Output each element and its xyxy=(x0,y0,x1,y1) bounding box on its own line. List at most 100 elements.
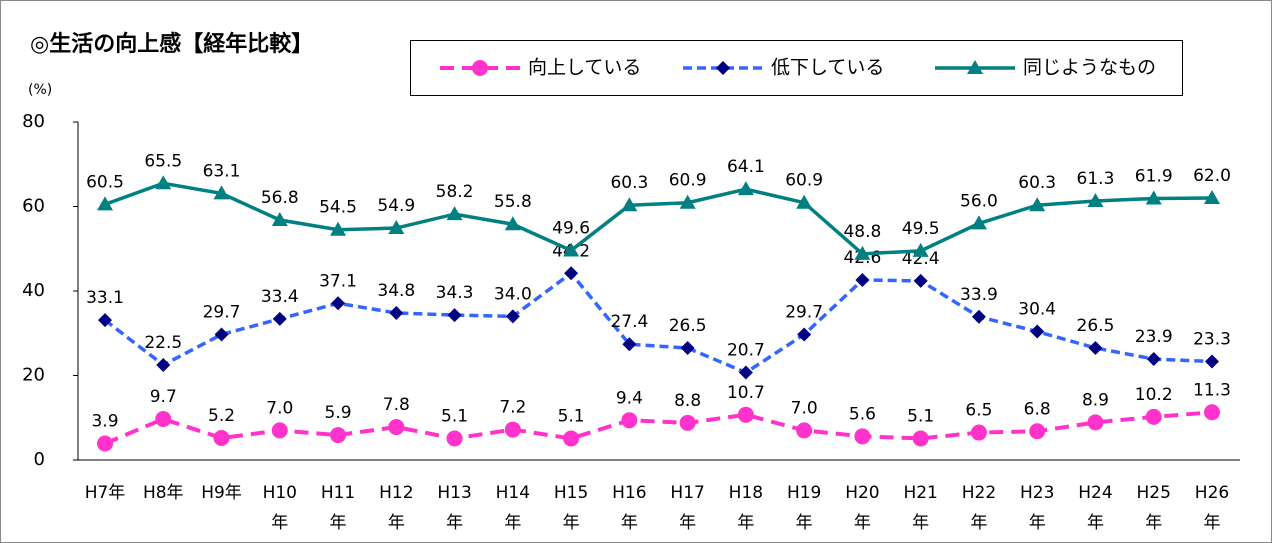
data-label: 9.4 xyxy=(616,388,643,408)
data-label: 54.9 xyxy=(377,196,415,216)
data-label: 58.2 xyxy=(436,182,474,202)
data-label: 56.0 xyxy=(960,191,998,211)
data-point xyxy=(1145,408,1162,425)
data-label: 49.5 xyxy=(902,219,940,239)
data-point xyxy=(155,175,172,190)
legend-marker xyxy=(472,60,488,76)
x-tick-label: H23年 xyxy=(1019,483,1055,533)
data-point xyxy=(97,435,113,452)
y-tick-label: 40 xyxy=(22,280,45,301)
data-label: 27.4 xyxy=(610,312,648,332)
data-point xyxy=(1029,423,1046,440)
data-label: 8.8 xyxy=(674,391,701,411)
data-label: 55.8 xyxy=(494,192,532,212)
data-point xyxy=(504,421,521,438)
data-label: 34.8 xyxy=(377,281,415,301)
data-point xyxy=(563,242,580,257)
data-point xyxy=(271,422,288,439)
data-label: 7.8 xyxy=(383,395,410,415)
legend-marker xyxy=(716,61,730,75)
data-point xyxy=(855,273,870,288)
data-point xyxy=(854,245,871,260)
data-point xyxy=(970,215,987,230)
data-label: 23.9 xyxy=(1135,327,1173,347)
y-tick-label: 60 xyxy=(22,196,45,217)
data-label: 26.5 xyxy=(1077,316,1115,336)
data-label: 10.2 xyxy=(1135,385,1173,405)
data-point xyxy=(1088,341,1103,356)
data-label: 8.9 xyxy=(1082,390,1109,410)
data-label: 60.3 xyxy=(1018,173,1056,193)
y-tick-label: 0 xyxy=(34,449,45,470)
data-label: 60.9 xyxy=(785,171,823,191)
x-tick-label: H14年 xyxy=(495,483,531,533)
data-point xyxy=(563,430,580,447)
data-point xyxy=(213,185,230,200)
data-point xyxy=(680,341,695,356)
data-point xyxy=(97,196,113,211)
x-tick-label: H7年 xyxy=(84,483,126,503)
data-point xyxy=(155,411,172,428)
data-point xyxy=(213,430,230,447)
data-label: 5.1 xyxy=(907,406,934,426)
x-tick-label: H26年 xyxy=(1194,483,1230,533)
data-point xyxy=(737,181,754,196)
x-tick-label: H18年 xyxy=(728,483,764,533)
data-point xyxy=(679,414,696,431)
x-tick-label: H15年 xyxy=(553,483,589,533)
y-tick-label: 20 xyxy=(22,365,45,386)
data-label: 56.8 xyxy=(261,188,299,208)
data-label: 42.4 xyxy=(902,249,940,269)
x-tick-label: H8年 xyxy=(142,483,184,503)
data-point xyxy=(622,337,637,352)
data-label: 5.1 xyxy=(558,406,585,426)
data-label: 61.9 xyxy=(1135,166,1173,186)
x-tick-label: H17年 xyxy=(670,483,705,533)
data-label: 22.5 xyxy=(144,333,182,353)
data-point xyxy=(505,309,520,324)
data-label: 20.7 xyxy=(727,341,765,361)
data-label: 29.7 xyxy=(785,303,823,323)
x-tick-label: H12年 xyxy=(379,483,414,533)
data-point xyxy=(504,216,521,231)
data-label: 9.7 xyxy=(150,387,177,407)
data-point xyxy=(738,365,753,380)
x-tick-label: H11年 xyxy=(320,483,356,533)
data-point xyxy=(912,242,929,257)
data-label: 60.9 xyxy=(669,171,707,191)
data-label: 64.1 xyxy=(727,157,765,177)
data-label: 37.1 xyxy=(319,271,357,291)
data-label: 30.4 xyxy=(1018,300,1056,320)
x-tick-label: H13年 xyxy=(437,483,472,533)
series-line xyxy=(104,181,1213,256)
x-tick-label: H19年 xyxy=(786,483,822,533)
data-point xyxy=(271,212,288,227)
data-label: 7.0 xyxy=(791,398,818,418)
data-label: 49.6 xyxy=(552,218,590,238)
data-point xyxy=(1204,190,1220,205)
x-tick-label: H22年 xyxy=(961,483,997,533)
data-point xyxy=(330,221,347,236)
data-point xyxy=(737,406,754,423)
data-label: 33.4 xyxy=(261,287,299,307)
data-point xyxy=(796,422,813,439)
data-label: 61.3 xyxy=(1077,169,1115,189)
data-label: 10.7 xyxy=(727,383,765,403)
data-point xyxy=(912,430,929,447)
data-label: 34.3 xyxy=(436,283,474,303)
y-axis-label: (%) xyxy=(28,82,52,98)
x-tick-label: H9年 xyxy=(201,483,242,503)
data-label: 3.9 xyxy=(91,412,118,432)
data-label: 6.8 xyxy=(1024,399,1051,419)
data-label: 11.3 xyxy=(1193,380,1231,400)
data-point xyxy=(330,427,347,444)
data-point xyxy=(388,419,405,436)
data-point xyxy=(621,412,638,429)
data-point xyxy=(331,296,346,311)
data-point xyxy=(272,311,287,326)
data-point xyxy=(214,327,229,342)
data-point xyxy=(447,308,462,323)
data-label: 33.1 xyxy=(86,288,124,308)
